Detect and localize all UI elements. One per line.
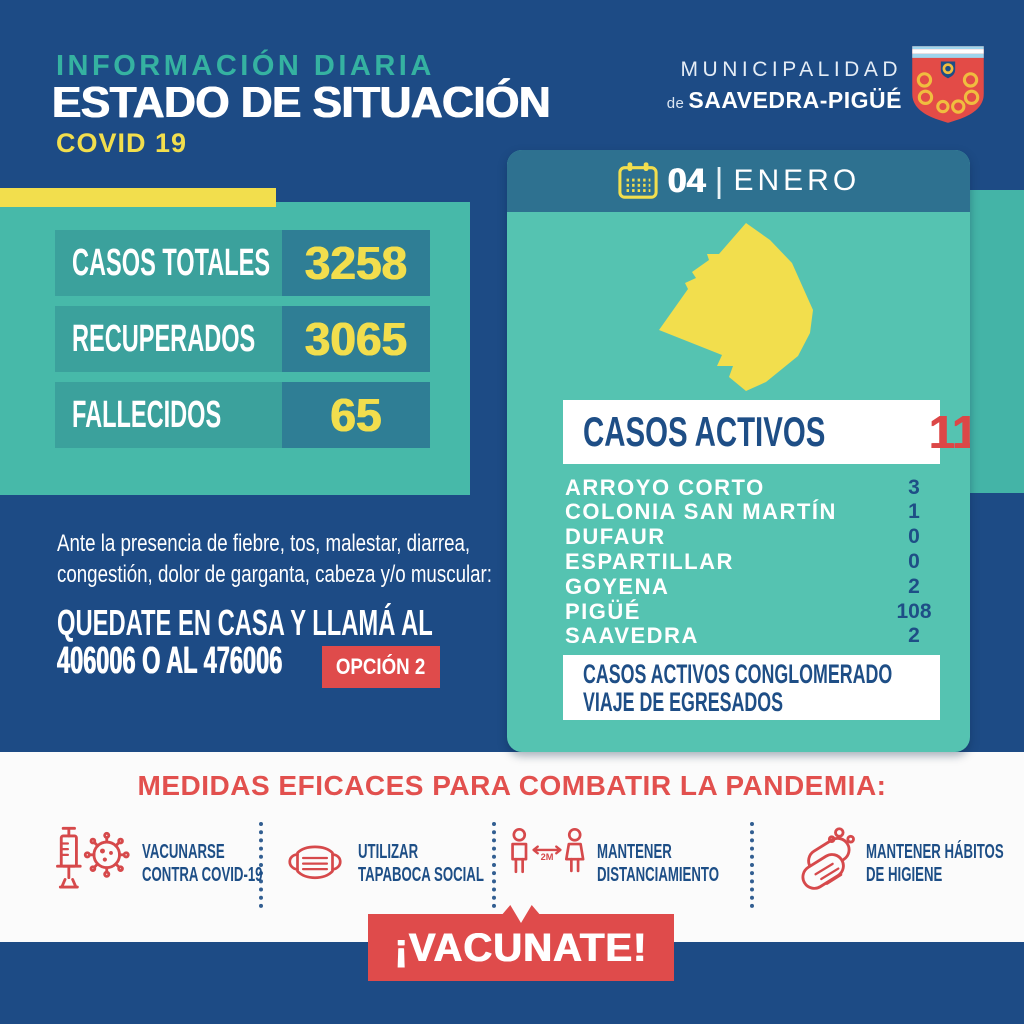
stat-label-cell: FALLECIDOS	[55, 382, 282, 448]
measure-label-hygiene: MANTENER HÁBITOS DE HIGIENE	[866, 841, 1004, 886]
date-month: ENERO	[733, 164, 861, 197]
stat-label-cell: CASOS TOTALES	[55, 230, 282, 296]
social-distance-icon: 2M	[511, 827, 585, 874]
syringe-virus-icon	[56, 826, 130, 889]
hand-washing-icon	[801, 827, 855, 890]
stay-home-call-line: QUEDATE EN CASA Y LLAMÁ AL	[57, 602, 433, 643]
advice-line-1: Ante la presencia de fiebre, tos, malest…	[57, 530, 471, 557]
card-date-header: 04 | ENERO	[507, 150, 970, 212]
face-mask-icon	[288, 845, 342, 880]
brand-city-name: SAAVEDRA-PIGÜÉ	[688, 87, 902, 113]
stat-row-total: CASOS TOTALES 3258	[55, 230, 430, 296]
advice-line-2: congestión, dolor de garganta, cabeza y/…	[57, 561, 492, 588]
option-2-badge: OPCIÓN 2	[322, 646, 440, 688]
district-map	[659, 223, 813, 391]
brand-city: de SAAVEDRA-PIGÜÉ	[667, 87, 902, 114]
stat-label: FALLECIDOS	[72, 393, 222, 436]
active-cases-value: 116	[929, 406, 970, 458]
distance-label: 2M	[541, 852, 554, 862]
page-title: ESTADO DE SITUACIÓN	[52, 78, 551, 127]
list-item: COLONIA SAN MARTÍN 1	[565, 499, 920, 525]
date-separator: |	[714, 161, 724, 200]
header-kicker: INFORMACIÓN DIARIA	[56, 50, 435, 82]
stat-value: 65	[282, 382, 430, 448]
conglomerate-label-line2: VIAJE DE EGRESADOS	[583, 686, 784, 717]
phone-numbers-line: 406006 O AL 476006	[57, 640, 283, 682]
teal-band-right	[968, 190, 1024, 493]
municipal-shield-logo	[912, 46, 984, 123]
list-item: ARROYO CORTO 3	[565, 474, 920, 500]
conglomerate-label-line1: CASOS ACTIVOS CONGLOMERADO	[583, 658, 893, 689]
dotted-separator	[750, 822, 754, 908]
measure-label-vaccinate: VACUNARSE CONTRA COVID-19	[142, 841, 263, 886]
list-item: SAAVEDRA 2	[565, 623, 920, 649]
vaccinate-banner: ¡VACUNATE!	[368, 905, 674, 981]
yellow-accent-stripe	[0, 188, 276, 207]
stat-value: 3258	[282, 230, 430, 296]
active-cases-bar: CASOS ACTIVOS 116	[563, 400, 970, 464]
measures-title: MEDIDAS EFICACES PARA COMBATIR LA PANDEM…	[137, 770, 887, 801]
localities-list: ARROYO CORTO 3 COLONIA SAN MARTÍN 1 DUFAUR…	[565, 474, 940, 649]
symptoms-advice: Ante la presencia de fiebre, tos, malest…	[57, 528, 615, 590]
list-item: ESPARTILLAR 0	[565, 548, 920, 574]
stat-value: 3065	[282, 306, 430, 372]
stat-row-deceased: FALLECIDOS 65	[55, 382, 430, 448]
active-cases-label: CASOS ACTIVOS	[583, 408, 826, 455]
covid-label: COVID 19	[56, 128, 188, 158]
dotted-separator	[259, 822, 263, 908]
brand-de-prefix: de	[666, 95, 685, 112]
list-item: GOYENA 2	[565, 573, 920, 599]
measure-label-distance: MANTENER DISTANCIAMIENTO	[597, 841, 719, 886]
municipality-brand: MUNICIPALIDAD de SAAVEDRA-PIGÜÉ	[667, 58, 902, 114]
brand-municipality: MUNICIPALIDAD	[680, 58, 902, 81]
stat-label: CASOS TOTALES	[72, 241, 271, 284]
stat-row-recovered: RECUPERADOS 3065	[55, 306, 430, 372]
stat-label: RECUPERADOS	[72, 317, 256, 360]
vaccinate-banner-text: ¡VACUNATE!	[394, 925, 648, 970]
list-item: DUFAUR 0	[565, 524, 920, 550]
daily-report-card: 04| ENERO CASOS ACTIVOS 116 ARROYO CORTO…	[507, 150, 970, 752]
conglomerate-bar: CASOS ACTIVOS CONGLOMERADO VIAJE DE EGRE…	[563, 655, 940, 720]
measure-label-mask: UTILIZAR TAPABOCA SOCIAL	[358, 841, 484, 886]
calendar-icon	[618, 162, 658, 199]
stat-label-cell: RECUPERADOS	[55, 306, 282, 372]
date-day: 04	[667, 161, 706, 200]
list-item: PIGÜÉ 108	[565, 598, 932, 624]
dotted-separator	[492, 822, 496, 908]
